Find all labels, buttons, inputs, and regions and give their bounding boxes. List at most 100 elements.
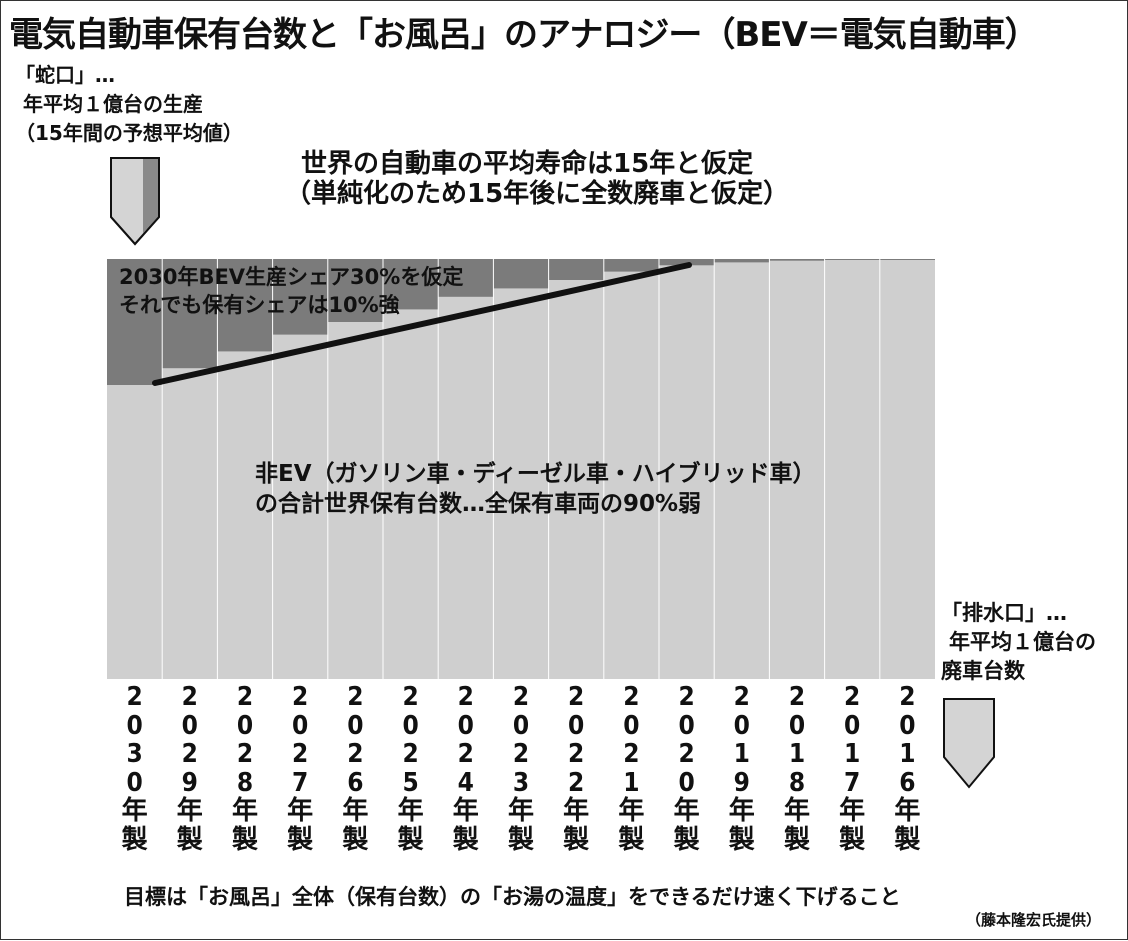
year-digit: 2 bbox=[236, 739, 254, 769]
year-digit: 0 bbox=[181, 710, 198, 741]
year-suffix: 製 bbox=[894, 824, 921, 855]
year-digit: 2 bbox=[568, 739, 585, 769]
year-digit: 2 bbox=[402, 739, 419, 769]
goal-caption: 目標は「お風呂」全体（保有台数）の「お湯の温度」をできるだけ速く下げること bbox=[124, 885, 901, 909]
year-digit: 1 bbox=[899, 739, 916, 769]
faucet-label-line: 年平均１億台の生産 bbox=[23, 92, 203, 116]
bev-bar bbox=[217, 259, 273, 352]
year-digit: 0 bbox=[899, 710, 916, 741]
year-digit: 2 bbox=[236, 682, 254, 712]
bev-bar bbox=[714, 259, 770, 263]
year-digit: 0 bbox=[678, 710, 695, 741]
year-digit: 2 bbox=[347, 682, 364, 712]
drain-label-line: 廃車台数 bbox=[941, 659, 1025, 683]
faucet-label-line: 「蛇口」… bbox=[15, 63, 115, 87]
year-digit: 2 bbox=[623, 682, 640, 712]
year-suffix: 年 bbox=[342, 796, 369, 826]
bev-share-note: 2030年BEV生産シェア30%を仮定 それでも保有シェアは10%強 bbox=[119, 263, 463, 319]
year-suffix: 年 bbox=[287, 796, 314, 826]
year-digit: 1 bbox=[623, 767, 640, 798]
non-ev-bar bbox=[548, 259, 604, 679]
year-digit: 0 bbox=[347, 710, 364, 741]
year-digit: 2 bbox=[788, 682, 806, 712]
year-digit: 2 bbox=[126, 682, 143, 712]
year-suffix: 製 bbox=[839, 824, 866, 855]
year-digit: 0 bbox=[568, 710, 585, 741]
faucet-arrow-icon bbox=[110, 157, 160, 246]
year-digit: 0 bbox=[623, 710, 640, 741]
bev-bar bbox=[879, 259, 935, 260]
drain-label: 「排水口」… 年平均１億台の 廃車台数 bbox=[941, 599, 1096, 686]
year-suffix: 製 bbox=[231, 824, 258, 855]
year-suffix: 年 bbox=[673, 796, 700, 826]
year-digit: 9 bbox=[733, 767, 750, 798]
year-digit: 2 bbox=[899, 682, 916, 712]
year-digit: 2 bbox=[678, 739, 695, 769]
year-digit: 1 bbox=[788, 739, 806, 769]
year-suffix: 製 bbox=[563, 824, 590, 855]
year-suffix: 製 bbox=[176, 824, 203, 855]
bev-bar bbox=[824, 259, 880, 260]
year-suffix: 年 bbox=[231, 796, 258, 826]
year-digit: 0 bbox=[292, 710, 309, 741]
year-digit: 2 bbox=[181, 682, 198, 712]
year-digit: 2 bbox=[457, 739, 474, 769]
year-suffix: 年 bbox=[452, 796, 479, 826]
year-suffix: 製 bbox=[287, 824, 314, 855]
bev-bar bbox=[438, 259, 494, 297]
year-suffix: 年 bbox=[397, 796, 424, 826]
bev-trend-line bbox=[152, 262, 692, 386]
bev-bar bbox=[603, 259, 659, 272]
non-ev-bar bbox=[879, 259, 935, 679]
assumption-line: 世界の自動車の平均寿命は15年と仮定 bbox=[301, 149, 754, 179]
year-digit: 2 bbox=[733, 682, 750, 712]
bev-bar bbox=[659, 259, 715, 266]
year-digit: 0 bbox=[844, 710, 861, 741]
diagram-title: 電気自動車保有台数と「お風呂」のアナロジー（BEV＝電気自動車） bbox=[9, 15, 1039, 55]
year-digit: 8 bbox=[236, 767, 254, 798]
year-suffix: 製 bbox=[452, 824, 479, 855]
year-suffix: 年 bbox=[783, 796, 810, 826]
year-digit: 0 bbox=[236, 710, 254, 741]
year-suffix: 製 bbox=[507, 824, 534, 855]
year-suffix: 製 bbox=[728, 824, 755, 855]
bev-note-line: 2030年BEV生産シェア30%を仮定 bbox=[119, 265, 464, 289]
year-digit: 7 bbox=[292, 767, 309, 798]
non-ev-bar bbox=[493, 259, 549, 679]
year-digit: 2 bbox=[512, 739, 530, 769]
year-digit: 2 bbox=[568, 682, 585, 712]
non-ev-note: 非EV（ガソリン車・ディーゼル車・ハイブリッド車） の合計世界保有台数…全保有車… bbox=[255, 459, 815, 519]
year-digit: 9 bbox=[181, 767, 198, 798]
bev-bar bbox=[383, 259, 439, 310]
year-digit: 2 bbox=[844, 682, 861, 712]
year-suffix: 製 bbox=[397, 824, 424, 855]
year-digit: 2 bbox=[402, 682, 419, 712]
year-suffix: 年 bbox=[176, 796, 203, 826]
bev-note-line: それでも保有シェアは10%強 bbox=[119, 293, 400, 317]
year-digit: 5 bbox=[402, 767, 419, 798]
non-ev-note-line: 非EV（ガソリン車・ディーゼル車・ハイブリッド車） bbox=[255, 461, 816, 487]
year-digit: 0 bbox=[788, 710, 806, 741]
drain-label-line: 年平均１億台の bbox=[949, 630, 1096, 654]
year-suffix: 製 bbox=[618, 824, 645, 855]
faucet-label-line: （15年間の予想平均値） bbox=[15, 121, 243, 145]
year-digit: 2 bbox=[512, 682, 530, 712]
year-digit: 0 bbox=[512, 710, 530, 741]
year-suffix: 年 bbox=[121, 796, 148, 826]
bev-bar bbox=[107, 259, 163, 385]
year-suffix: 製 bbox=[783, 824, 810, 855]
non-ev-note-line: の合計世界保有台数…全保有車両の90%弱 bbox=[255, 491, 702, 517]
year-suffix: 製 bbox=[673, 824, 700, 855]
bev-bar bbox=[327, 259, 383, 322]
year-digit: 3 bbox=[126, 739, 143, 769]
